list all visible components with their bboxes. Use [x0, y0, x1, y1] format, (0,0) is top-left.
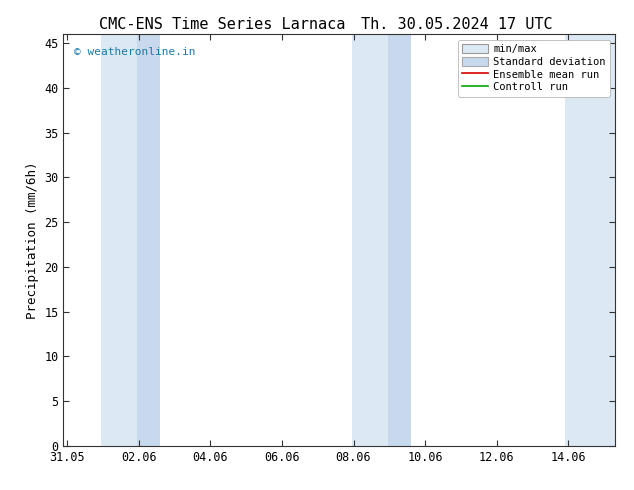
- Text: Th. 30.05.2024 17 UTC: Th. 30.05.2024 17 UTC: [361, 17, 552, 32]
- Legend: min/max, Standard deviation, Ensemble mean run, Controll run: min/max, Standard deviation, Ensemble me…: [458, 40, 610, 97]
- Text: CMC-ENS Time Series Larnaca: CMC-ENS Time Series Larnaca: [99, 17, 345, 32]
- Bar: [352, 34, 411, 446]
- Y-axis label: Precipitation (mm/6h): Precipitation (mm/6h): [26, 161, 39, 319]
- Bar: [137, 34, 160, 446]
- Bar: [387, 34, 411, 446]
- Text: © weatheronline.in: © weatheronline.in: [74, 47, 196, 57]
- Bar: [101, 34, 160, 446]
- Bar: [565, 34, 615, 446]
